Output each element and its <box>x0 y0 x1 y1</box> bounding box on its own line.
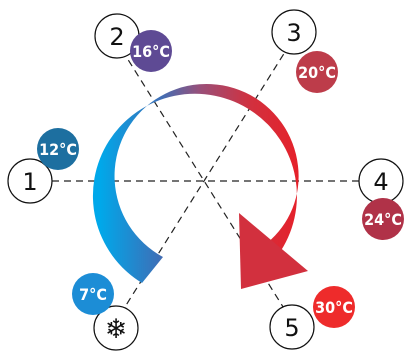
node-5-number: 5 <box>284 314 299 342</box>
temp-16: 16°C <box>132 42 170 61</box>
node-1: 1 <box>7 158 53 204</box>
snowflake-icon: ❄ <box>105 314 128 345</box>
badge-24: 24°C <box>362 198 404 240</box>
temp-20: 20°C <box>298 63 336 82</box>
badge-30: 30°C <box>313 286 355 328</box>
badge-16: 16°C <box>130 30 172 72</box>
node-5: 5 <box>269 304 315 350</box>
node-4-number: 4 <box>373 168 388 196</box>
node-4: 4 <box>358 158 404 204</box>
temp-7: 7°C <box>79 285 107 304</box>
spoke-2-to-5 <box>121 49 291 319</box>
node-3: 3 <box>271 9 317 55</box>
node-1-number: 1 <box>22 168 37 196</box>
temp-24: 24°C <box>364 210 402 229</box>
arrow-head <box>239 213 308 289</box>
badge-20: 20°C <box>296 51 338 93</box>
badge-12: 12°C <box>37 128 79 170</box>
node-2-number: 2 <box>109 23 124 51</box>
badge-7: 7°C <box>72 273 114 315</box>
circular-arrow <box>92 83 308 289</box>
temp-12: 12°C <box>39 140 77 159</box>
node-3-number: 3 <box>286 19 301 47</box>
node-snow: ❄ <box>93 305 139 351</box>
temp-30: 30°C <box>315 298 353 317</box>
